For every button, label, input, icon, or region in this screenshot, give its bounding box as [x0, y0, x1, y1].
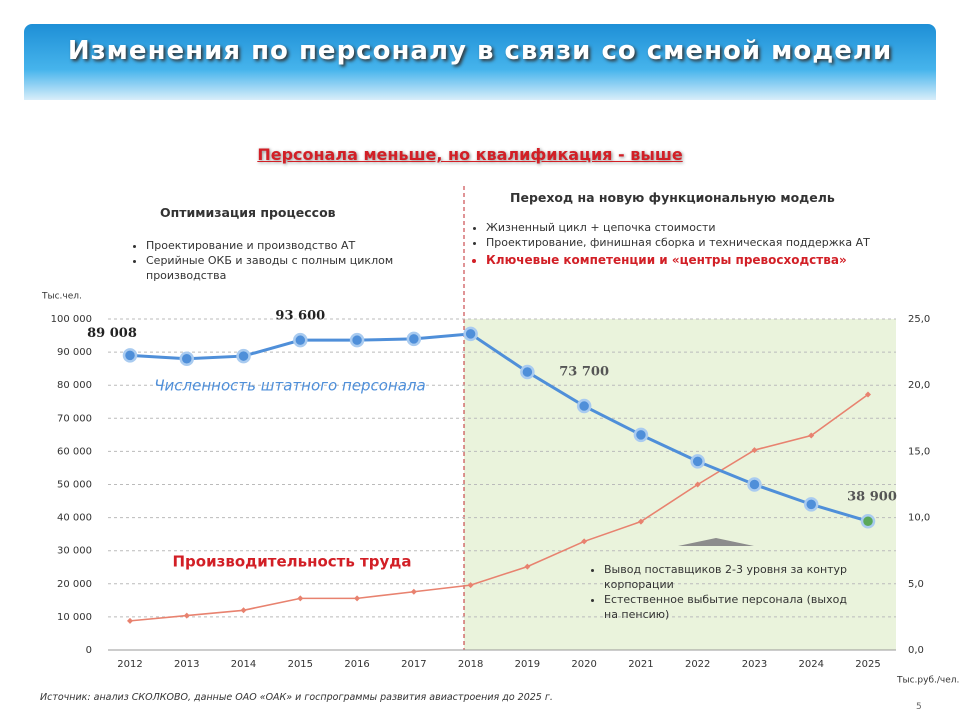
data-point: [576, 398, 592, 414]
bullet: Проектирование, финишная сборка и технич…: [486, 235, 946, 250]
bullet-list: Вывод поставщиков 2-3 уровня за контур к…: [588, 562, 854, 622]
data-point: [349, 332, 365, 348]
y-tick-label: 50 000: [57, 480, 92, 491]
bullet-list: Жизненный цикл + цепочка стоимости Проек…: [470, 220, 946, 268]
data-point: [122, 348, 138, 363]
x-tick-label: 2018: [458, 659, 483, 670]
data-point: [581, 538, 588, 545]
series-line: [129, 393, 869, 622]
y-tick-label: 30 000: [57, 546, 92, 557]
y-tick-label: 0: [86, 645, 92, 656]
title-banner: [24, 24, 936, 100]
data-point: [240, 607, 247, 614]
page-number: 5: [916, 702, 922, 712]
data-point: [410, 588, 417, 595]
data-point: [354, 595, 361, 602]
section-heading: Оптимизация процессов: [160, 205, 336, 220]
data-point: [179, 351, 195, 366]
data-point: [633, 427, 649, 443]
data-label: 73 700: [559, 365, 609, 380]
x-tick-label: 2017: [401, 659, 426, 670]
data-point: [524, 563, 531, 570]
y2-tick-label: 15,0: [908, 446, 930, 457]
y2-axis-label: Тыс.руб./чел.: [896, 676, 959, 686]
x-tick-label: 2021: [628, 659, 653, 670]
data-point: [467, 582, 474, 589]
y-tick-label: 40 000: [57, 513, 92, 524]
bullet-list: Проектирование и производство АТ Серийны…: [130, 238, 416, 283]
data-label: 89 008: [87, 326, 137, 341]
slide-title: Изменения по персоналу в связи со сменой…: [67, 36, 893, 66]
bullet: Проектирование и производство АТ: [146, 238, 416, 253]
x-tick-label: 2013: [174, 659, 199, 670]
bullet: Вывод поставщиков 2-3 уровня за контур к…: [604, 562, 854, 592]
x-tick-label: 2019: [515, 659, 540, 670]
y2-tick-label: 5,0: [908, 579, 924, 590]
y-tick-label: 100 000: [51, 314, 92, 325]
data-point: [690, 454, 705, 469]
y2-tick-label: 20,0: [908, 380, 930, 391]
data-point: [860, 513, 876, 529]
data-point: [637, 518, 644, 525]
bullet: Серийные ОКБ и заводы с полным циклом пр…: [146, 253, 416, 283]
y2-tick-label: 10,0: [908, 513, 930, 524]
x-tick-label: 2023: [742, 659, 767, 670]
data-label: 38 900: [847, 490, 897, 505]
slide-subtitle: Персонала меньше, но квалификация - выше: [257, 145, 683, 164]
triangle: [678, 538, 754, 546]
section-heading: Переход на новую функциональную модель: [510, 190, 835, 205]
y-tick-label: 20 000: [57, 579, 92, 590]
y-axis-label: Тыс.чел.: [41, 292, 82, 302]
bullet: Жизненный цикл + цепочка стоимости: [486, 220, 946, 235]
x-tick-label: 2025: [855, 659, 880, 670]
bullet: Естественное выбытие персонала (выход на…: [604, 592, 854, 622]
data-point: [183, 612, 190, 619]
series-label: Производительность труда: [173, 553, 412, 571]
data-point: [803, 497, 819, 512]
data-label: 93 600: [275, 309, 325, 324]
y-tick-label: 10 000: [57, 612, 92, 623]
data-point: [236, 348, 251, 364]
data-point: [520, 364, 535, 380]
x-tick-label: 2024: [799, 659, 824, 670]
data-point: [127, 617, 133, 624]
y-tick-label: 80 000: [57, 380, 92, 391]
x-tick-label: 2014: [231, 659, 256, 670]
y-tick-label: 70 000: [57, 413, 92, 424]
x-tick-label: 2016: [344, 659, 369, 670]
series-label: Численность штатного персонала: [154, 377, 425, 395]
y-tick-label: 90 000: [57, 347, 92, 358]
y-tick-label: 60 000: [57, 446, 92, 457]
data-point: [747, 477, 762, 492]
series-line: [129, 332, 869, 523]
data-point: [463, 326, 478, 342]
data-point: [297, 595, 304, 602]
data-point: [406, 331, 422, 347]
data-point: [865, 391, 871, 398]
x-tick-label: 2022: [685, 659, 710, 670]
y2-tick-label: 25,0: [908, 314, 930, 325]
y2-tick-label: 0,0: [908, 645, 924, 656]
x-tick-label: 2015: [288, 659, 313, 670]
data-point: [808, 432, 815, 439]
data-point: [751, 447, 758, 454]
data-point: [293, 332, 308, 348]
x-tick-label: 2020: [571, 659, 596, 670]
bullet: Ключевые компетенции и «центры превосход…: [486, 253, 946, 268]
data-point: [694, 481, 701, 488]
source: Источник: анализ СКОЛКОВО, данные ОАО «О…: [40, 692, 553, 703]
x-tick-label: 2012: [117, 659, 142, 670]
